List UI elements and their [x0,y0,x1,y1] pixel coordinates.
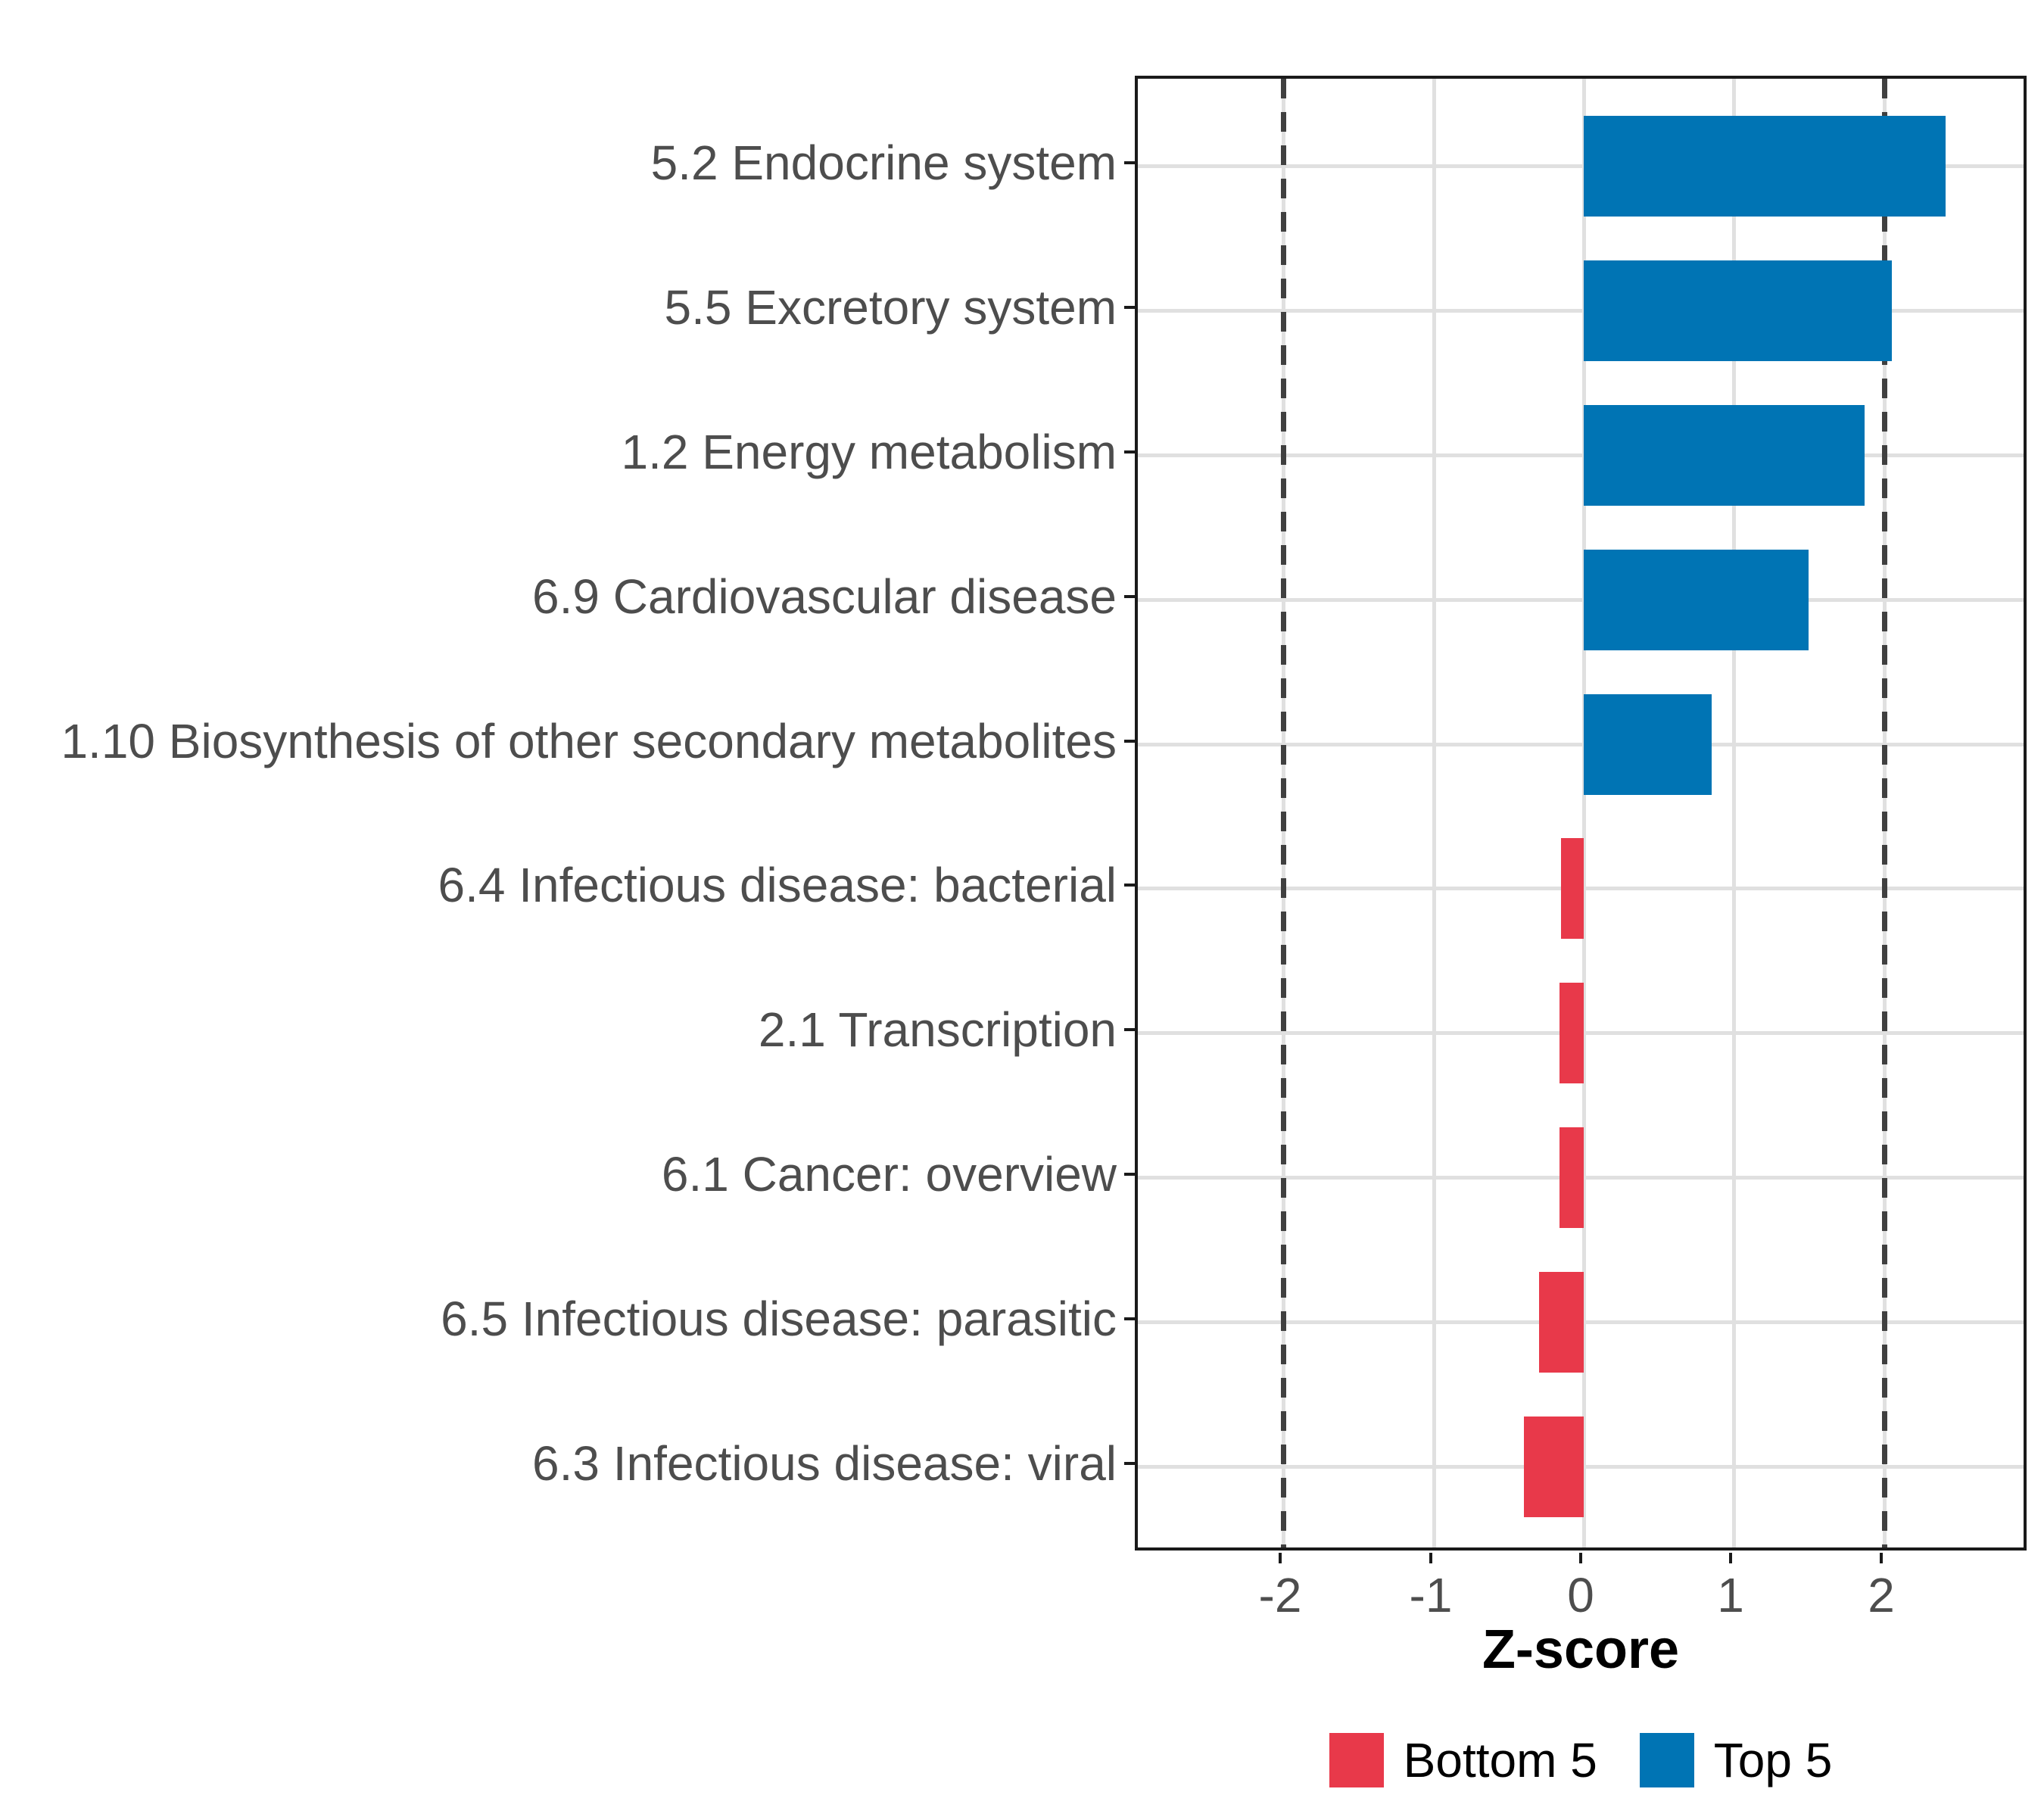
x-gridline [1582,79,1586,1547]
y-tick-mark [1124,450,1135,453]
plot-panel [1135,76,2027,1551]
reference-line [1281,79,1286,1547]
y-gridline [1138,164,2024,168]
legend-item: Bottom 5 [1329,1732,1597,1788]
y-axis-label: 6.1 Cancer: overview [661,1147,1117,1201]
x-axis-tick-label: -2 [1258,1568,1302,1622]
legend: Bottom 5 Top 5 [1135,1728,2027,1793]
x-tick-mark [1880,1553,1883,1563]
y-axis-label: 1.2 Energy metabolism [621,425,1117,479]
bar [1561,838,1584,939]
y-tick-mark [1124,1317,1135,1320]
bar [1584,260,1892,361]
bar [1584,550,1809,650]
y-tick-mark [1124,595,1135,598]
y-gridline [1138,743,2024,746]
y-tick-mark [1124,884,1135,887]
y-axis-label: 6.4 Infectious disease: bacterial [438,858,1117,912]
y-axis-label: 6.3 Infectious disease: viral [532,1436,1117,1491]
legend-swatch [1639,1733,1694,1787]
x-gridline [1732,79,1736,1547]
x-axis-title: Z-score [1482,1619,1680,1680]
y-gridline [1138,309,2024,313]
y-axis-label: 6.5 Infectious disease: parasitic [441,1292,1117,1346]
bar [1559,983,1584,1083]
bar [1584,405,1865,506]
bar [1584,116,1946,217]
y-axis-label: 5.2 Endocrine system [650,136,1117,190]
y-axis-label: 1.10 Biosynthesis of other secondary met… [61,714,1117,768]
y-axis-label: 2.1 Transcription [758,1002,1117,1057]
bar [1524,1417,1584,1517]
x-tick-mark [1279,1553,1282,1563]
y-tick-mark [1124,161,1135,164]
y-tick-mark [1124,1028,1135,1031]
x-tick-mark [1579,1553,1582,1563]
legend-label: Bottom 5 [1403,1733,1597,1787]
y-tick-mark [1124,740,1135,743]
x-gridline [1432,79,1436,1547]
legend-item: Top 5 [1639,1732,1833,1788]
x-axis-tick-label: 1 [1717,1568,1744,1622]
y-tick-mark [1124,1173,1135,1176]
x-axis-tick-label: 2 [1868,1568,1895,1622]
bar [1559,1127,1584,1228]
bar [1539,1272,1584,1373]
x-axis-tick-label: -1 [1409,1568,1453,1622]
x-tick-mark [1429,1553,1432,1563]
y-gridline [1138,453,2024,457]
y-axis-label: 5.5 Excretory system [664,280,1117,335]
bar [1584,694,1712,795]
x-axis-tick-label: 0 [1567,1568,1594,1622]
y-axis-label: 6.9 Cardiovascular disease [532,569,1117,624]
y-tick-mark [1124,306,1135,309]
y-tick-mark [1124,1462,1135,1465]
y-gridline [1138,598,2024,602]
legend-label: Top 5 [1713,1733,1833,1787]
reference-line [1882,79,1887,1547]
x-tick-mark [1729,1553,1732,1563]
legend-swatch [1329,1733,1384,1787]
